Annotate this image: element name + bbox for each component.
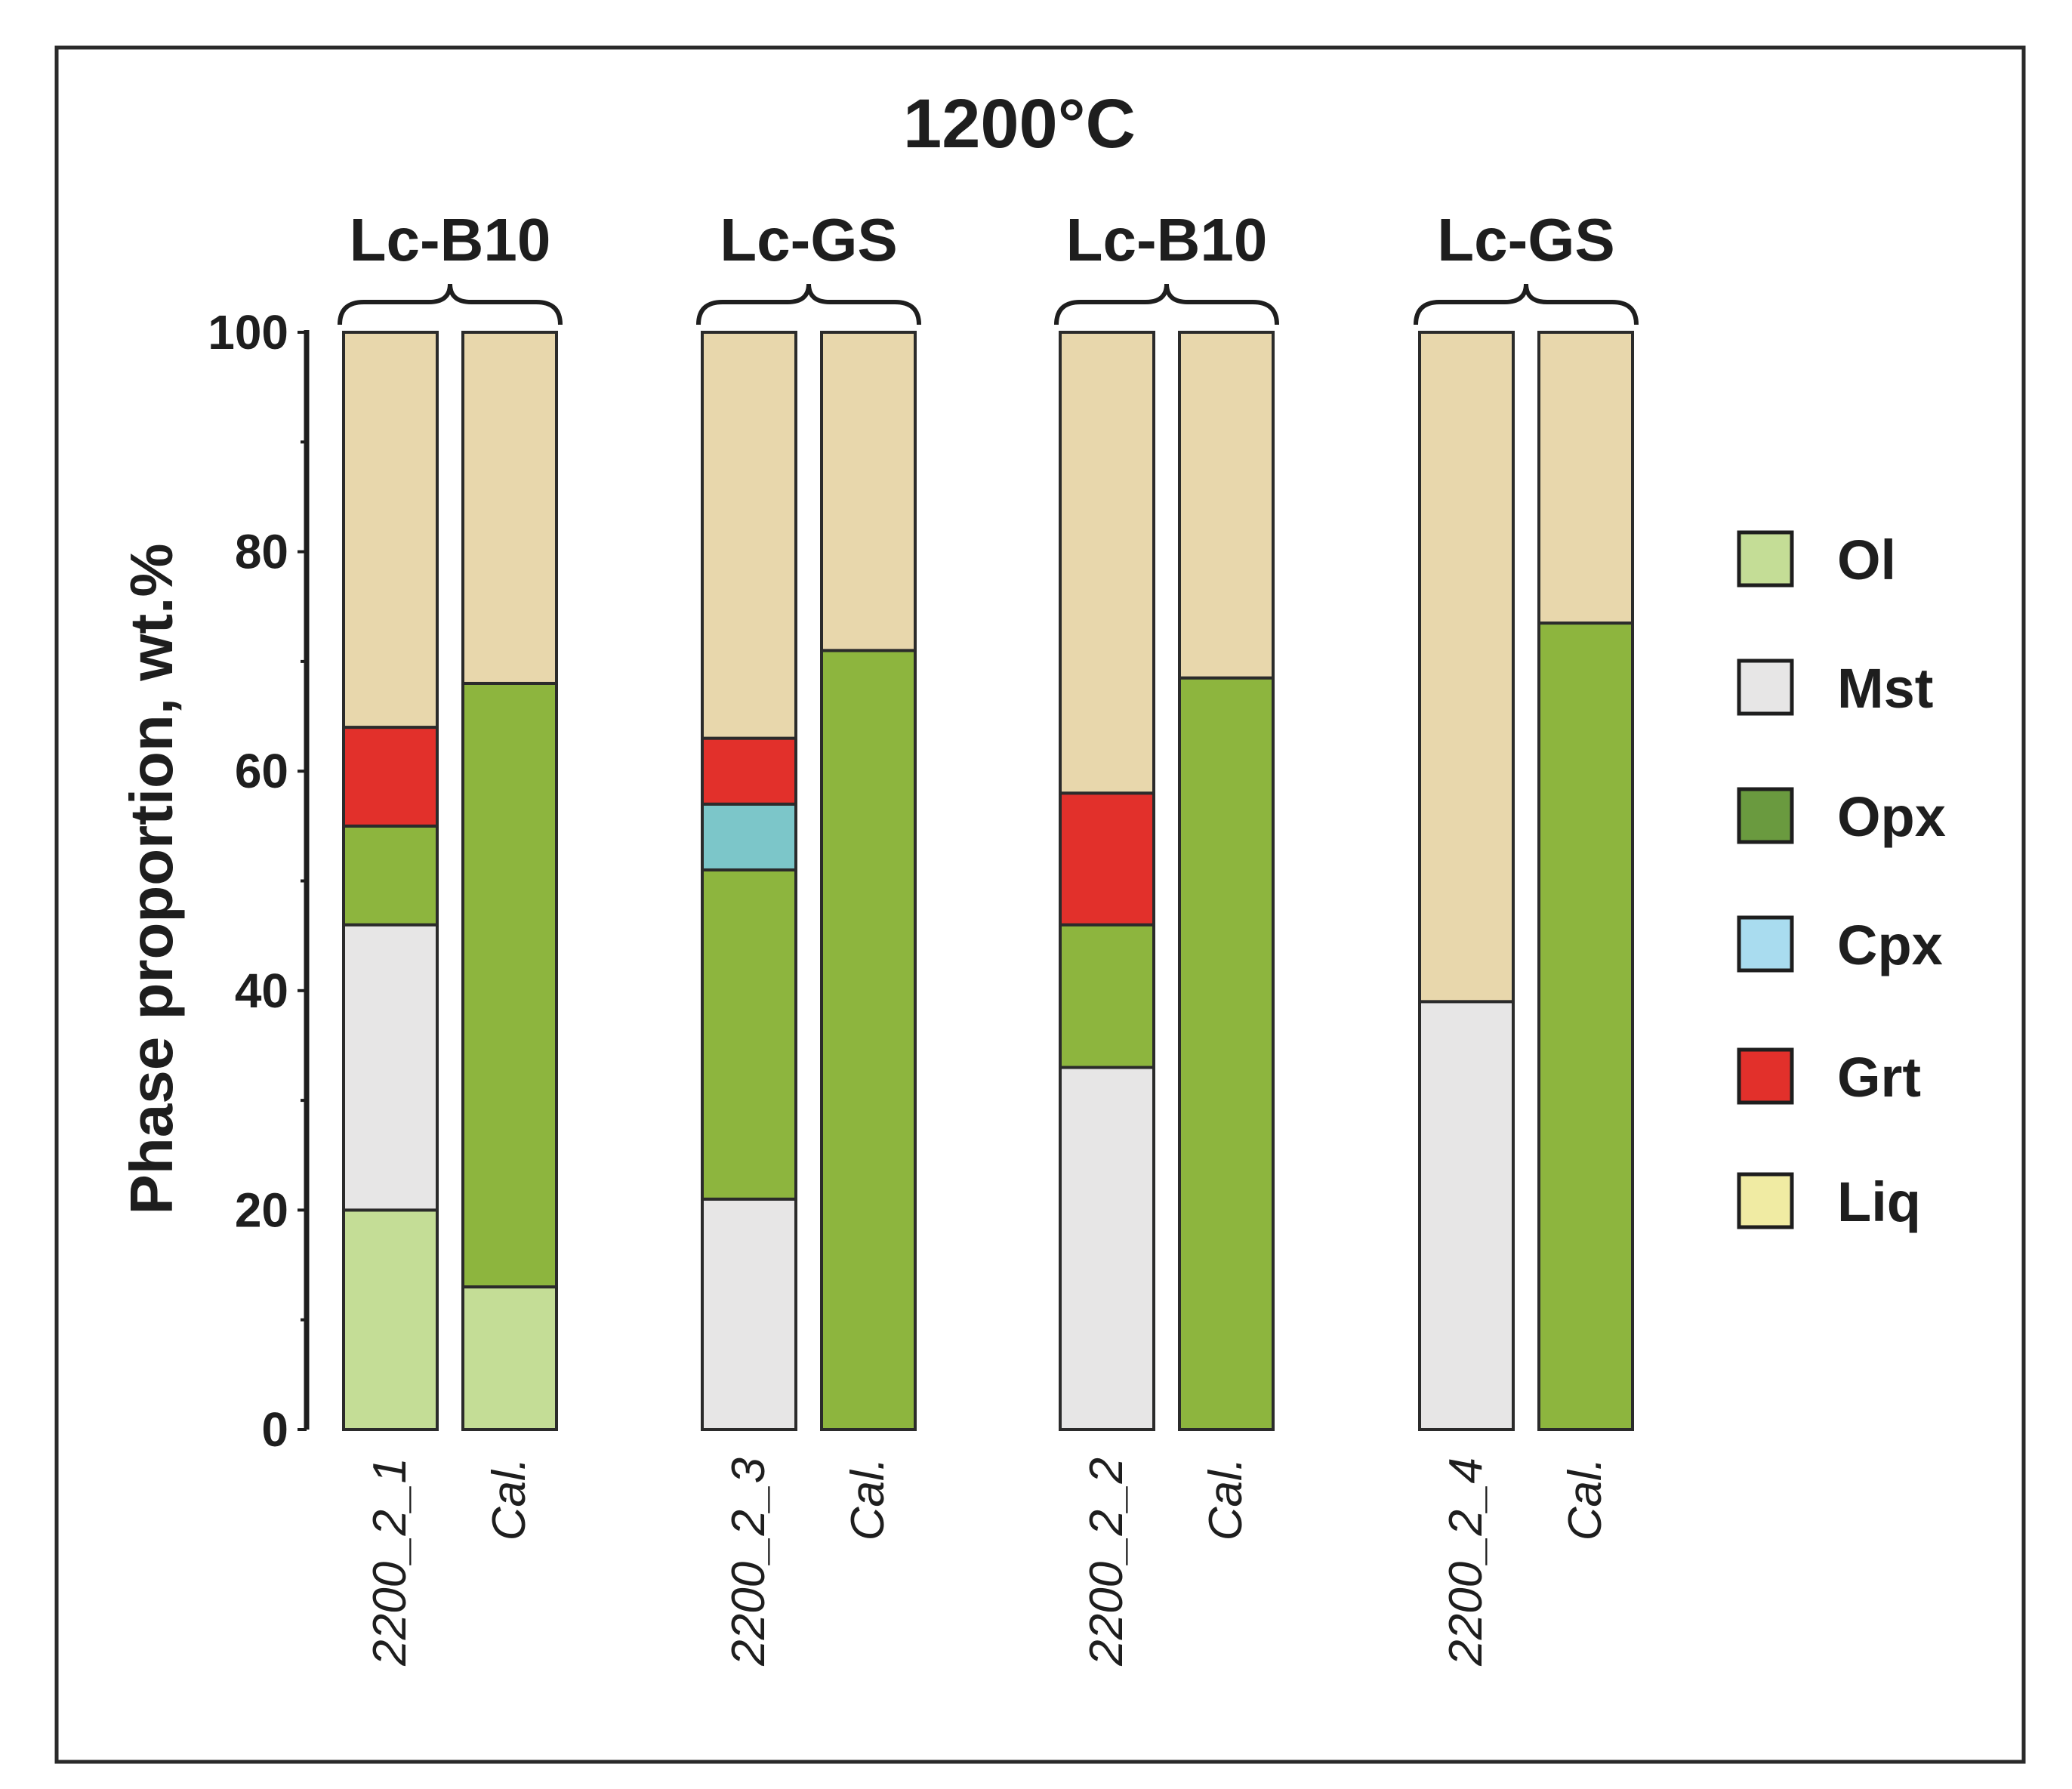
group-bracket xyxy=(1054,283,1279,325)
bar-segment-liq xyxy=(461,331,558,685)
y-tick-label: 20 xyxy=(235,1183,288,1237)
bar-segment-mst xyxy=(701,1197,797,1431)
bar-segment-cpx xyxy=(701,802,797,871)
chart-title: 1200°C xyxy=(903,85,1136,162)
y-tick-label: 0 xyxy=(261,1402,288,1457)
legend-swatch-cpx xyxy=(1737,915,1794,973)
y-axis-label: Phase proportion, wt.% xyxy=(118,544,185,1215)
bar-segment-liq xyxy=(701,331,797,740)
legend-label-grt: Grt xyxy=(1837,1046,1921,1109)
bar-segment-grt xyxy=(342,726,439,828)
bar-segment-opx xyxy=(461,681,558,1289)
legend-label-mst: Mst xyxy=(1837,657,1933,720)
group-label: Lc-B10 xyxy=(350,206,551,273)
bar-label: Cal. xyxy=(842,1457,894,1541)
legend-swatch-grt xyxy=(1737,1047,1794,1105)
group-label: Lc-GS xyxy=(1437,206,1615,273)
group-bracket xyxy=(696,283,921,325)
bar-segment-mst xyxy=(1059,1066,1155,1431)
legend-swatch-mst xyxy=(1737,659,1794,716)
legend-label-liq: Liq xyxy=(1837,1171,1921,1233)
legend-label-ol: Ol xyxy=(1837,529,1896,591)
legend-label-cpx: Cpx xyxy=(1837,914,1943,976)
group-label: Lc-GS xyxy=(720,206,898,273)
bar-label: Cal. xyxy=(1200,1457,1252,1541)
bar-label: Cal. xyxy=(483,1457,535,1541)
bar-segment-opx xyxy=(342,824,439,927)
group-bracket xyxy=(338,283,563,325)
bar-segment-opx xyxy=(1537,622,1634,1431)
y-tick-label: 80 xyxy=(235,525,288,579)
bar-label: Cal. xyxy=(1559,1457,1611,1541)
bar-segment-opx xyxy=(820,649,917,1431)
legend-swatch-opx xyxy=(1737,787,1794,844)
bar-segment-grt xyxy=(1059,791,1155,927)
bar-segment-mst xyxy=(342,923,439,1212)
y-axis-ticks: 0 20 40 60 80 100 xyxy=(208,305,307,1457)
legend: Ol Mst Opx Cpx Grt Liq xyxy=(1737,529,1946,1233)
bar-segment-liq xyxy=(342,331,439,729)
bar-label: 2200_2_2 xyxy=(1081,1457,1133,1667)
bar-segment-opx xyxy=(1059,923,1155,1069)
legend-swatch-ol xyxy=(1737,530,1794,588)
bar-segment-liq xyxy=(820,331,917,652)
bar-segment-opx xyxy=(701,868,797,1201)
bar-segment-liq xyxy=(1537,331,1634,625)
bar-segment-liq xyxy=(1418,331,1515,1004)
y-tick-label: 100 xyxy=(208,305,288,359)
bar-segment-liq xyxy=(1178,331,1275,680)
bar-label: 2200_2_4 xyxy=(1440,1457,1492,1667)
bar-segment-grt xyxy=(701,736,797,806)
bar-segment-ol xyxy=(342,1208,439,1432)
group-bracket xyxy=(1414,283,1639,325)
legend-label-opx: Opx xyxy=(1837,785,1946,848)
y-tick-label: 60 xyxy=(235,744,288,798)
bar-label: 2200_2_1 xyxy=(364,1457,416,1667)
bar-segment-liq xyxy=(1059,331,1155,795)
group-label: Lc-B10 xyxy=(1066,206,1268,273)
group-brackets: Lc-B10 Lc-GS Lc-B10 Lc-GS xyxy=(338,206,1639,325)
legend-swatch-liq xyxy=(1737,1172,1794,1229)
bar-segment-ol xyxy=(461,1285,558,1431)
bar-label: 2200_2_3 xyxy=(723,1457,775,1667)
bar-segment-mst xyxy=(1418,1000,1515,1431)
stacked-bars: 2200_2_1 Cal. 2200_2_3 Cal. 2200_2_2 Cal. 2200… xyxy=(342,331,1634,1667)
bar-segment-opx xyxy=(1178,676,1275,1431)
y-tick-label: 40 xyxy=(235,964,288,1018)
